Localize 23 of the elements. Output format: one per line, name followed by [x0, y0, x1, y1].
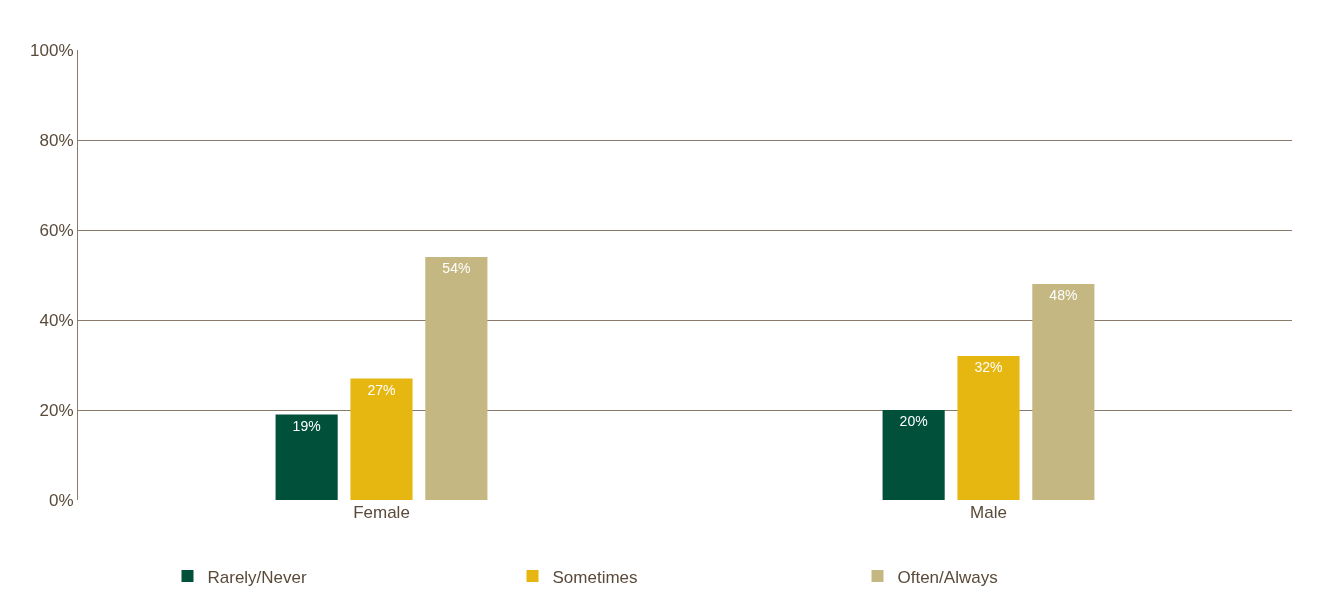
y-tick-label: 20% — [39, 400, 74, 420]
legend-label: Sometimes — [552, 567, 638, 587]
data-label: 19% — [292, 417, 321, 434]
y-tick-label: 100% — [30, 40, 74, 60]
legend-label: Often/Always — [897, 567, 998, 587]
bar — [957, 356, 1020, 500]
y-tick-label: 60% — [39, 220, 74, 240]
x-tick-label: Female — [353, 503, 410, 522]
data-label: 54% — [442, 260, 471, 276]
bar — [882, 410, 945, 500]
bar — [350, 378, 413, 500]
y-tick-label: 40% — [39, 310, 74, 330]
y-tick-label: 80% — [39, 130, 74, 150]
data-label: 48% — [1049, 287, 1078, 303]
y-tick-label: 0% — [49, 490, 74, 510]
legend-label: Rarely/Never — [207, 567, 308, 587]
data-label: 32% — [974, 359, 1003, 375]
bar — [425, 257, 488, 500]
x-tick-label: Male — [970, 503, 1007, 522]
bar — [275, 414, 338, 500]
bar — [1032, 284, 1095, 500]
data-label: 27% — [367, 381, 396, 398]
data-label: 20% — [899, 413, 928, 429]
